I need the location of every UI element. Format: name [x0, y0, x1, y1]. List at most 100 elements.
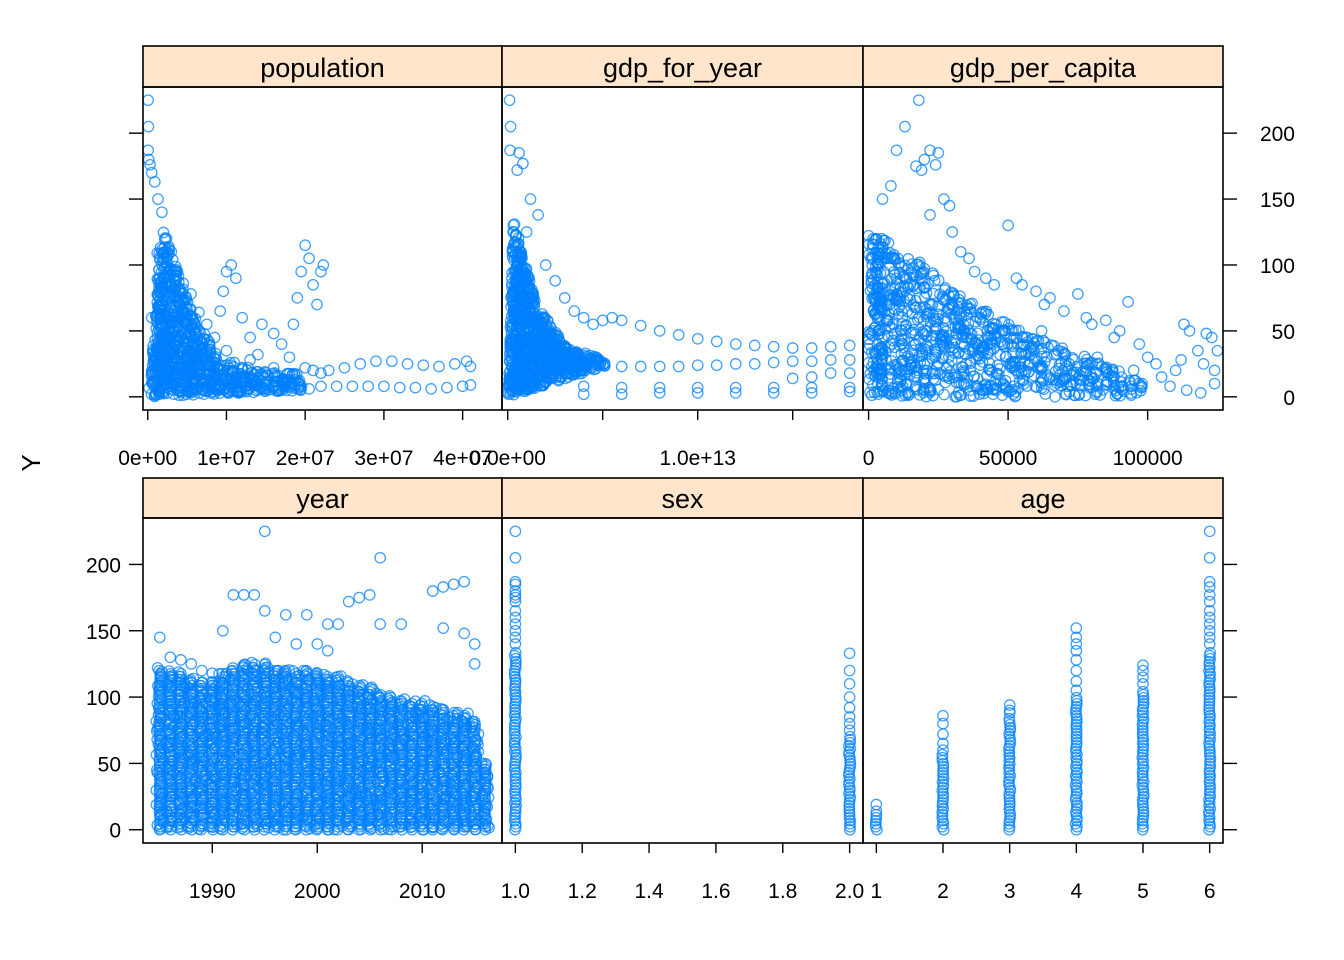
data-point — [993, 362, 1006, 375]
data-point — [154, 241, 167, 254]
data-point — [275, 338, 288, 350]
data-point — [934, 340, 947, 353]
data-point — [151, 288, 164, 301]
data-point — [1063, 385, 1076, 398]
data-point — [926, 365, 939, 377]
data-point — [1065, 364, 1078, 377]
data-point — [577, 388, 590, 401]
data-point — [144, 158, 156, 171]
points-group — [502, 94, 856, 401]
data-point — [186, 342, 198, 355]
data-point — [863, 338, 876, 351]
data-point — [577, 380, 590, 393]
data-point — [156, 334, 169, 346]
y-tick-label: 100 — [1260, 255, 1295, 278]
data-point — [615, 381, 628, 394]
data-point — [267, 361, 280, 374]
data-point — [277, 373, 290, 386]
data-point — [896, 286, 909, 299]
data-point — [871, 290, 884, 303]
data-point — [239, 690, 252, 703]
data-point — [299, 239, 312, 252]
data-point — [1208, 377, 1221, 390]
data-point — [210, 353, 223, 366]
data-point — [156, 259, 169, 272]
data-point — [889, 280, 902, 293]
data-point — [943, 329, 955, 342]
data-point — [152, 383, 165, 396]
data-point — [924, 144, 936, 157]
x-tick-label: 3e+07 — [354, 447, 413, 470]
data-point — [824, 354, 837, 366]
strip-background — [142, 45, 503, 88]
data-point — [1024, 348, 1037, 361]
data-point — [843, 381, 856, 394]
data-point — [154, 285, 167, 298]
data-point — [448, 358, 461, 370]
data-point — [710, 335, 723, 348]
data-point — [1016, 278, 1028, 291]
data-point — [1136, 377, 1148, 390]
data-point — [865, 251, 878, 264]
data-point — [193, 306, 205, 319]
data-point — [161, 344, 174, 357]
data-point — [247, 739, 259, 752]
data-point — [1211, 344, 1223, 357]
data-point — [145, 311, 158, 324]
data-point — [1002, 318, 1015, 331]
data-point — [885, 180, 897, 192]
data-point — [217, 285, 230, 298]
data-point — [767, 356, 780, 369]
data-point — [149, 387, 162, 399]
data-point — [185, 288, 197, 300]
data-point — [515, 329, 528, 342]
data-point — [566, 346, 579, 359]
data-point — [283, 381, 296, 394]
data-point — [183, 348, 195, 361]
data-point — [1192, 344, 1204, 357]
data-point — [1080, 311, 1093, 324]
data-point — [914, 301, 926, 314]
data-point — [513, 350, 526, 362]
data-point — [893, 300, 906, 313]
data-point — [984, 364, 997, 376]
data-point — [1038, 298, 1051, 311]
data-point — [171, 331, 184, 344]
data-point — [526, 317, 538, 330]
data-point — [558, 339, 571, 352]
data-point — [160, 232, 173, 245]
data-point — [507, 219, 520, 231]
data-point — [311, 298, 323, 311]
data-point — [1010, 272, 1023, 285]
data-point — [710, 359, 723, 372]
data-point — [259, 657, 272, 670]
data-point — [362, 380, 375, 393]
data-point — [151, 352, 163, 364]
data-point — [938, 193, 950, 205]
data-point — [1052, 344, 1065, 357]
data-point — [917, 267, 929, 279]
data-point — [1078, 350, 1091, 363]
data-point — [691, 359, 704, 372]
data-point — [929, 158, 942, 171]
data-point — [299, 361, 312, 374]
data-point — [843, 339, 856, 352]
data-point — [947, 287, 960, 300]
data-point — [205, 676, 218, 688]
data-point — [907, 299, 920, 312]
data-point — [899, 347, 911, 360]
data-point — [152, 193, 164, 205]
data-point — [1127, 364, 1140, 377]
data-point — [558, 359, 570, 372]
data-point — [767, 387, 780, 399]
data-point — [1058, 305, 1070, 317]
data-point — [1178, 318, 1190, 331]
data-point — [269, 721, 281, 734]
data-point — [918, 358, 931, 371]
data-point — [143, 144, 155, 157]
data-point — [918, 153, 931, 166]
data-point — [295, 265, 308, 278]
data-point — [177, 277, 190, 290]
data-point — [307, 364, 319, 377]
